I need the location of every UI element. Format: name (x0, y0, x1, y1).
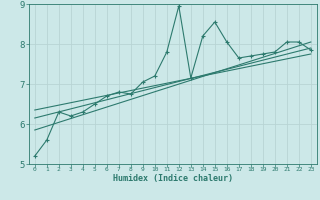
X-axis label: Humidex (Indice chaleur): Humidex (Indice chaleur) (113, 174, 233, 183)
